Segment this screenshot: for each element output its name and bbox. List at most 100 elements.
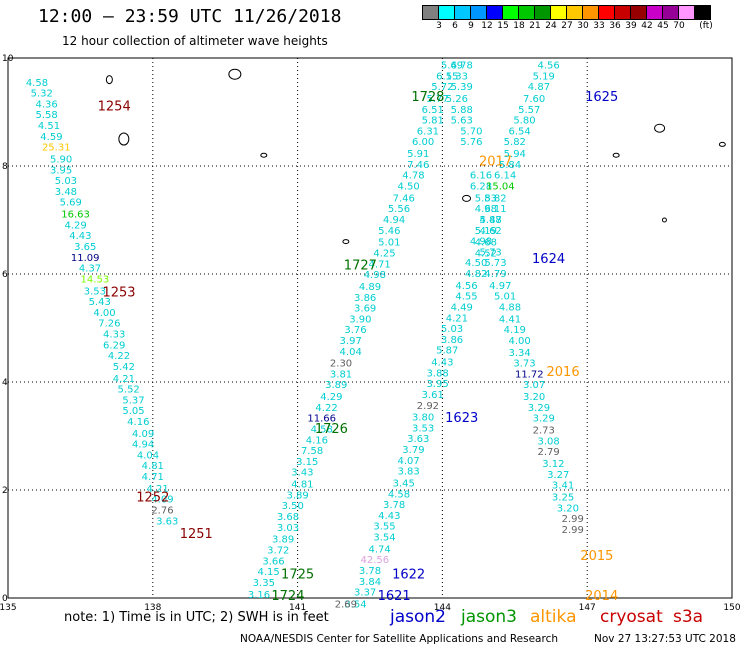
track-time-label: 1624	[532, 252, 565, 267]
track-time-label: 1727	[344, 258, 377, 273]
wave-height-value: 11.72	[515, 369, 544, 380]
wave-height-value: 6.28	[470, 182, 492, 193]
wave-height-value: 5.05	[122, 406, 144, 417]
wave-height-value: 2.99	[562, 514, 584, 525]
wave-height-value: 4.78	[402, 171, 424, 182]
wave-height-value: 5.43	[89, 297, 111, 308]
track-time-label: 1254	[98, 100, 131, 115]
wave-height-value: 4.59	[40, 132, 62, 143]
wave-height-value: 4.82	[465, 269, 487, 280]
y-tick-label: 10	[2, 54, 14, 64]
wave-height-value: 3.16	[248, 590, 270, 601]
wave-height-value: 4.74	[369, 544, 391, 555]
wave-height-value: 16.63	[61, 210, 90, 221]
y-tick-label: 6	[2, 270, 8, 280]
wave-height-value: 5.56	[388, 204, 410, 215]
track-time-label: 2017	[479, 155, 512, 170]
wave-height-value: 4.56	[537, 61, 559, 72]
wave-height-value: 4.49	[451, 302, 473, 313]
wave-height-value: 4.58	[26, 78, 48, 89]
wave-height-value: 4.16	[306, 435, 328, 446]
wave-height-value: 4.21	[113, 374, 135, 385]
legend-label: 33	[593, 21, 605, 31]
wave-height-value: 11.09	[71, 253, 100, 264]
wave-height-value: 4.04	[137, 450, 159, 461]
wave-height-value: 4.29	[320, 392, 342, 403]
island-outline	[612, 152, 620, 158]
track-time-label: 2016	[547, 365, 580, 380]
wave-height-value: 5.19	[533, 71, 555, 82]
island-outline	[342, 239, 350, 245]
x-tick-label: 141	[289, 603, 306, 613]
island-outline	[260, 152, 268, 158]
legend-swatches	[422, 5, 711, 20]
wave-height-value: 3.72	[267, 545, 289, 556]
track-time-label: 2015	[580, 549, 613, 564]
wave-height-value: 5.84	[499, 160, 521, 171]
wave-height-value: 3.37	[354, 588, 376, 599]
island-outline	[661, 217, 667, 223]
wave-height-value: 6.31	[417, 126, 439, 137]
wave-height-value: 5.69	[60, 198, 82, 209]
wave-height-value: 4.68	[475, 238, 497, 249]
wave-height-value: 3.54	[344, 599, 366, 610]
wave-height-value: 3.25	[552, 493, 574, 504]
wave-height-value: 3.63	[156, 516, 178, 527]
wave-height-value: 4.79	[484, 269, 506, 280]
wave-height-value: 5.81	[422, 116, 444, 127]
wave-height-value: 5.46	[378, 226, 400, 237]
wave-height-value: 3.86	[354, 293, 376, 304]
wave-height-value: 3.34	[508, 348, 530, 359]
wave-height-value: 4.62	[480, 226, 502, 237]
wave-height-value: 5.58	[35, 110, 57, 121]
wave-height-value: 5.70	[460, 126, 482, 137]
y-tick-label: 4	[2, 378, 8, 388]
wave-height-value: 3.63	[407, 434, 429, 445]
track-time-label: 1623	[445, 411, 478, 426]
x-tick-label: 138	[144, 603, 161, 613]
wave-height-value: 4.97	[489, 281, 511, 292]
wave-height-value: 7.58	[301, 446, 323, 457]
wave-height-value: 5.26	[446, 94, 468, 105]
island-outline	[718, 141, 726, 147]
wave-height-value: 4.98	[364, 270, 386, 281]
wave-height-value: 3.86	[441, 335, 463, 346]
legend-label: 27	[561, 21, 573, 31]
color-legend: 3 6 9 12 15 18 21 24 27 30 33 36 39 42 45 70 (ft)	[422, 5, 713, 32]
wave-height-value: 6.16	[470, 171, 492, 182]
x-tick-label: 135	[0, 603, 17, 613]
satellite-name: s3a	[673, 607, 704, 627]
wave-height-value: 5.72	[431, 82, 453, 93]
wave-height-value: 2.92	[417, 401, 439, 412]
wave-height-value: 6.15	[436, 71, 458, 82]
wave-height-value: 5.82	[504, 137, 526, 148]
wave-height-value: 4.04	[340, 347, 362, 358]
wave-height-value: 6.14	[494, 171, 516, 182]
page-title: 12:00 – 23:59 UTC 11/26/2018	[38, 6, 342, 27]
wave-height-value: 4.81	[142, 461, 164, 472]
wave-height-value: 3.84	[359, 577, 381, 588]
legend-label: 42	[641, 21, 653, 31]
wave-height-value: 4.71	[142, 472, 164, 483]
wave-height-value: 5.03	[441, 324, 463, 335]
wave-height-value: 4.56	[455, 281, 477, 292]
wave-height-value: 5.42	[113, 362, 135, 373]
wave-height-value: 6.51	[422, 105, 444, 116]
wave-height-value: 3.65	[74, 242, 96, 253]
wave-height-value: 3.95	[50, 165, 72, 176]
wave-height-value: 3.80	[412, 413, 434, 424]
wave-height-value: 4.15	[258, 567, 280, 578]
wave-height-value: 3.03	[277, 523, 299, 534]
wave-height-value: 3.78	[359, 566, 381, 577]
x-tick-label: 147	[579, 603, 596, 613]
wave-height-value: 14.53	[81, 274, 110, 285]
wave-height-value: 4.55	[455, 292, 477, 303]
wave-height-value: 4.81	[291, 480, 313, 491]
wave-height-value: 5.88	[451, 105, 473, 116]
legend-label: 9	[468, 21, 474, 31]
wave-height-value: 5.03	[55, 176, 77, 187]
legend-label: 39	[625, 21, 637, 31]
track-time-label: 1726	[315, 422, 348, 437]
wave-height-value: 4.94	[132, 440, 154, 451]
wave-height-value: 4.87	[528, 82, 550, 93]
